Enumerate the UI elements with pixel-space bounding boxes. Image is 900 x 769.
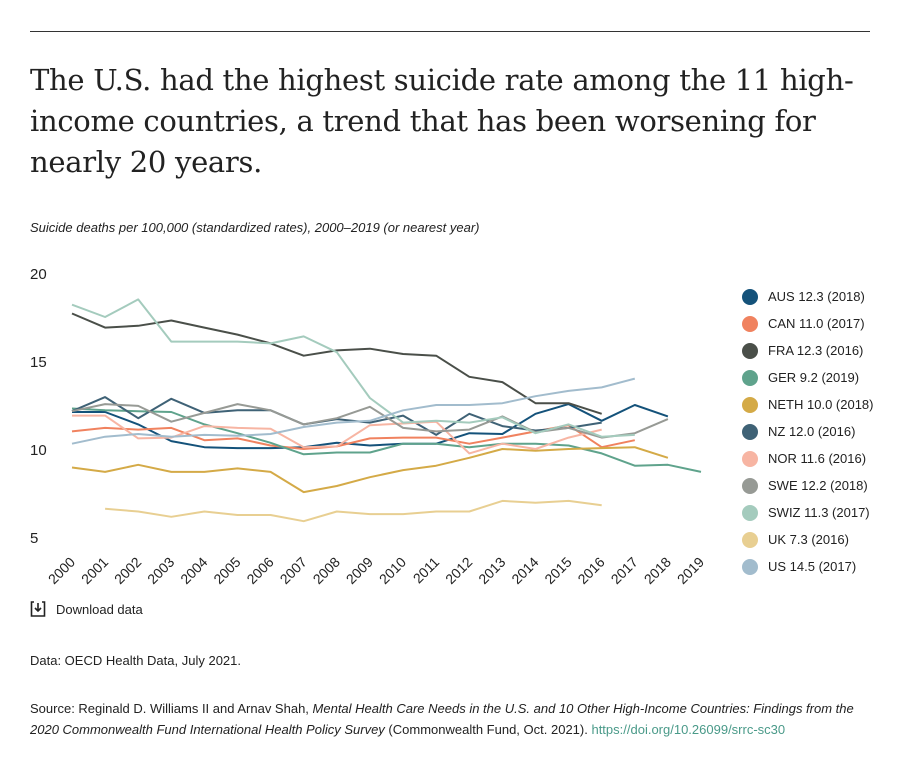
x-tick-label: 2014 xyxy=(508,554,541,587)
series-line-nor xyxy=(72,414,602,455)
x-tick-label: 2008 xyxy=(310,554,343,587)
source-suffix: (Commonwealth Fund, Oct. 2021). xyxy=(384,722,592,737)
legend-item: FRA 12.3 (2016) xyxy=(742,337,874,364)
top-rule xyxy=(30,31,870,32)
legend-item: AUS 12.3 (2018) xyxy=(742,283,874,310)
y-tick-label: 5 xyxy=(30,530,38,547)
legend-label: NZ 12.0 (2016) xyxy=(768,424,856,439)
series-line-us xyxy=(71,377,636,445)
legend-swatch xyxy=(742,369,758,386)
download-label: Download data xyxy=(56,601,143,617)
legend: AUS 12.3 (2018) CAN 11.0 (2017) FRA 12.3 (… xyxy=(742,283,874,580)
x-tick-label: 2018 xyxy=(641,554,674,587)
series-line-uk xyxy=(105,499,602,523)
series-line-swe xyxy=(71,403,669,439)
legend-swatch xyxy=(742,396,758,413)
x-tick-label: 2012 xyxy=(442,554,475,587)
download-data-button[interactable]: Download data xyxy=(30,601,143,617)
data-note: Data: OECD Health Data, July 2021. xyxy=(30,653,241,668)
legend-swatch xyxy=(742,504,758,521)
x-tick-label: 2003 xyxy=(144,554,177,587)
source-link[interactable]: https://doi.org/10.26099/srrc-sc30 xyxy=(591,722,786,737)
series-line-ger xyxy=(71,407,702,473)
legend-swatch xyxy=(742,477,758,494)
x-tick-label: 2019 xyxy=(674,554,707,587)
x-tick-label: 2006 xyxy=(243,554,276,587)
legend-swatch xyxy=(742,342,758,359)
legend-swatch xyxy=(742,315,758,332)
x-tick-label: 2001 xyxy=(78,554,111,587)
x-tick-label: 2017 xyxy=(608,554,641,587)
x-tick-label: 2004 xyxy=(177,554,210,587)
x-tick-label: 2016 xyxy=(574,554,607,587)
legend-label: SWIZ 11.3 (2017) xyxy=(768,505,870,520)
chart-title: The U.S. had the highest suicide rate am… xyxy=(30,63,854,179)
legend-label: SWE 12.2 (2018) xyxy=(768,478,868,493)
legend-swatch xyxy=(742,558,758,575)
legend-label: FRA 12.3 (2016) xyxy=(768,343,864,358)
legend-item: US 14.5 (2017) xyxy=(742,553,874,580)
legend-swatch xyxy=(742,288,758,305)
y-tick-label: 20 xyxy=(30,266,47,283)
legend-item: SWIZ 11.3 (2017) xyxy=(742,499,874,526)
legend-label: UK 7.3 (2016) xyxy=(768,532,849,547)
x-tick-label: 2000 xyxy=(45,554,78,587)
x-tick-label: 2015 xyxy=(541,554,574,587)
x-tick-label: 2013 xyxy=(475,554,508,587)
legend-swatch xyxy=(742,450,758,467)
source-prefix: Source: Reginald D. Williams II and Arna… xyxy=(30,701,313,716)
download-icon xyxy=(30,601,46,617)
x-tick-label: 2002 xyxy=(111,554,144,587)
y-tick-label: 10 xyxy=(30,442,47,459)
x-tick-label: 2009 xyxy=(343,554,376,587)
legend-item: NETH 10.0 (2018) xyxy=(742,391,874,418)
x-tick-label: 2010 xyxy=(376,554,409,587)
legend-label: US 14.5 (2017) xyxy=(768,559,857,574)
series-line-neth xyxy=(71,446,669,494)
chart-subtitle: Suicide deaths per 100,000 (standardized… xyxy=(30,220,480,235)
legend-label: AUS 12.3 (2018) xyxy=(768,289,865,304)
legend-label: NETH 10.0 (2018) xyxy=(768,397,874,412)
legend-label: CAN 11.0 (2017) xyxy=(768,316,865,331)
legend-item: CAN 11.0 (2017) xyxy=(742,310,874,337)
legend-item: UK 7.3 (2016) xyxy=(742,526,874,553)
legend-label: GER 9.2 (2019) xyxy=(768,370,860,385)
series-line-fra xyxy=(71,312,603,415)
x-tick-label: 2007 xyxy=(277,554,310,587)
legend-swatch xyxy=(742,423,758,440)
legend-item: SWE 12.2 (2018) xyxy=(742,472,874,499)
legend-item: NZ 12.0 (2016) xyxy=(742,418,874,445)
series-line-swiz xyxy=(71,298,635,438)
legend-swatch xyxy=(742,531,758,548)
legend-label: NOR 11.6 (2016) xyxy=(768,451,867,466)
x-tick-label: 2011 xyxy=(410,554,443,587)
x-tick-label: 2005 xyxy=(210,554,243,587)
source-title: Mental Health Care Needs in the U.S. and… xyxy=(30,701,854,737)
legend-item: NOR 11.6 (2016) xyxy=(742,445,874,472)
legend-item: GER 9.2 (2019) xyxy=(742,364,874,391)
y-tick-label: 15 xyxy=(30,354,47,371)
source-note: Source: Reginald D. Williams II and Arna… xyxy=(30,698,880,740)
